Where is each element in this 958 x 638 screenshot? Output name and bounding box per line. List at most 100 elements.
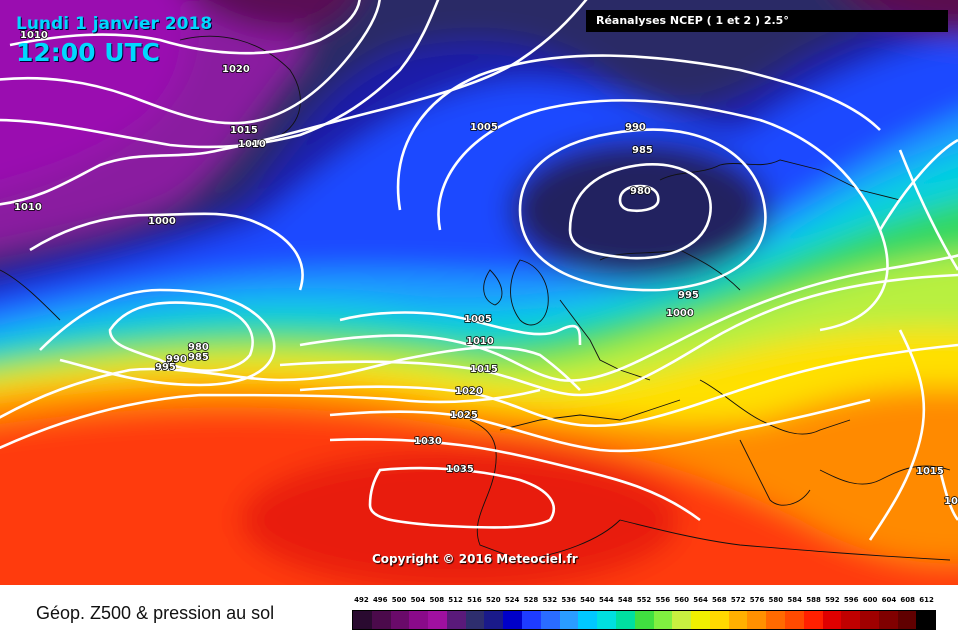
color-scale-bar [352,610,936,630]
legend-swatch [709,611,729,629]
legend-tick-label: 576 [749,596,765,604]
legend-swatch [897,611,917,629]
isobar-label: 1010 [14,202,42,213]
legend-swatch [484,611,504,629]
legend-tick-label: 572 [730,596,746,604]
legend-tick-labels: 492 496 500 504 508 512 516 520 524 528 532 536 540 5… [350,596,936,606]
isobar-label: 1015 [916,466,944,477]
legend-swatch [371,611,391,629]
legend-swatch [653,611,673,629]
legend-tick-label: 604 [881,596,897,604]
legend-title: Géop. Z500 & pression au sol [36,603,275,623]
legend-swatch [672,611,692,629]
legend-swatch [578,611,598,629]
legend-swatch [409,611,429,629]
isobar-label: 1035 [446,464,474,475]
legend-swatch [691,611,710,629]
legend-tick-label: 592 [825,596,840,604]
isobar-label: 1015 [230,125,258,136]
isobar-label: 1025 [450,410,478,421]
isobar-labels: 1020 1015 1010 1010 1010 1000 980 985 99… [13,29,958,508]
legend-tick-label: 552 [636,596,652,604]
legend-swatch [747,611,767,629]
legend-swatch [841,611,861,629]
isobar-label: 990 [625,122,646,133]
legend-tick-label: 588 [806,596,821,604]
legend-swatch [503,611,523,629]
legend-swatch [522,611,541,629]
legend-tick-label: 612 [919,596,934,604]
legend-swatch [559,611,579,629]
legend-tick-label: 512 [448,596,463,604]
legend-swatch [878,611,898,629]
legend-tick-label: 584 [787,596,803,604]
isobar-label: 1030 [414,436,442,447]
legend-tick-label: 548 [617,596,633,604]
legend-swatch [766,611,785,629]
legend-tick-label: 492 [354,596,369,604]
legend-swatch [634,611,654,629]
legend-swatch [860,611,879,629]
legend-tick-label: 600 [862,596,878,604]
legend-tick-label: 528 [523,596,539,604]
isobar-label: 995 [155,362,176,373]
isobar-label: 1000 [148,216,176,227]
weather-map: 1020 1015 1010 1010 1010 1000 980 985 99… [0,0,958,585]
legend-tick-label: 532 [542,596,558,604]
legend-swatch [446,611,466,629]
copyright-notice: Copyright © 2016 Meteociel.fr [372,552,578,566]
legend-swatch [916,611,936,629]
legend-tick-label: 560 [674,596,689,604]
isobar-label: 985 [632,145,653,156]
isobar-label: 1020 [455,386,483,397]
isobar-label: 1005 [464,314,492,325]
isobar-label: 980 [630,186,651,197]
legend-swatch [390,611,410,629]
legend-tick-label: 536 [561,596,576,604]
legend-tick-label: 608 [900,596,916,604]
isobar-label: 10 [944,496,958,507]
legend-swatch [428,611,447,629]
legend-footer: Géop. Z500 & pression au sol 492 496 500 50… [0,585,958,638]
legend-swatch [540,611,560,629]
isobar-label: 985 [188,352,209,363]
isobar-label: 1010 [238,139,266,150]
legend-tick-label: 516 [467,596,482,604]
map-svg: 1020 1015 1010 1010 1010 1000 980 985 99… [0,0,958,585]
isobar-label: 1020 [222,64,250,75]
legend-tick-label: 504 [410,596,426,604]
map-time: 12:00 UTC [16,38,160,67]
isobar-label: 1000 [666,308,694,319]
legend-tick-label: 500 [391,596,407,604]
legend-tick-label: 524 [504,596,520,604]
map-date: Lundi 1 janvier 2018 [16,14,213,34]
isobars [0,0,958,540]
isobar-label: 990 [166,354,187,365]
legend-tick-label: 540 [580,596,595,604]
isobar-label: 980 [188,342,209,353]
isobar-label: 1005 [470,122,498,133]
legend-tick-label: 596 [843,596,859,604]
isobar-label: 1010 [466,336,494,347]
legend-tick-label: 556 [655,596,671,604]
legend-tick-label: 564 [693,596,708,604]
legend-swatch [353,611,372,629]
legend-swatch [597,611,616,629]
isobar-label: 995 [678,290,699,301]
legend-swatch [822,611,842,629]
geopotential-field [0,0,958,585]
isobar-label: 1010 [20,30,48,41]
legend-swatch [784,611,804,629]
data-source-label: Réanalyses NCEP ( 1 et 2 ) 2.5° [586,10,948,32]
legend-tick-label: 580 [768,596,784,604]
legend-tick-label: 496 [372,596,388,604]
legend-swatch [803,611,823,629]
legend-swatch [728,611,748,629]
legend-tick-label: 544 [599,596,614,604]
legend-swatch [465,611,485,629]
isobar-label: 1015 [470,364,498,375]
legend-tick-label: 520 [485,596,501,604]
legend-swatch [615,611,635,629]
legend-tick-label: 508 [429,596,445,604]
legend-tick-label: 568 [712,596,727,604]
